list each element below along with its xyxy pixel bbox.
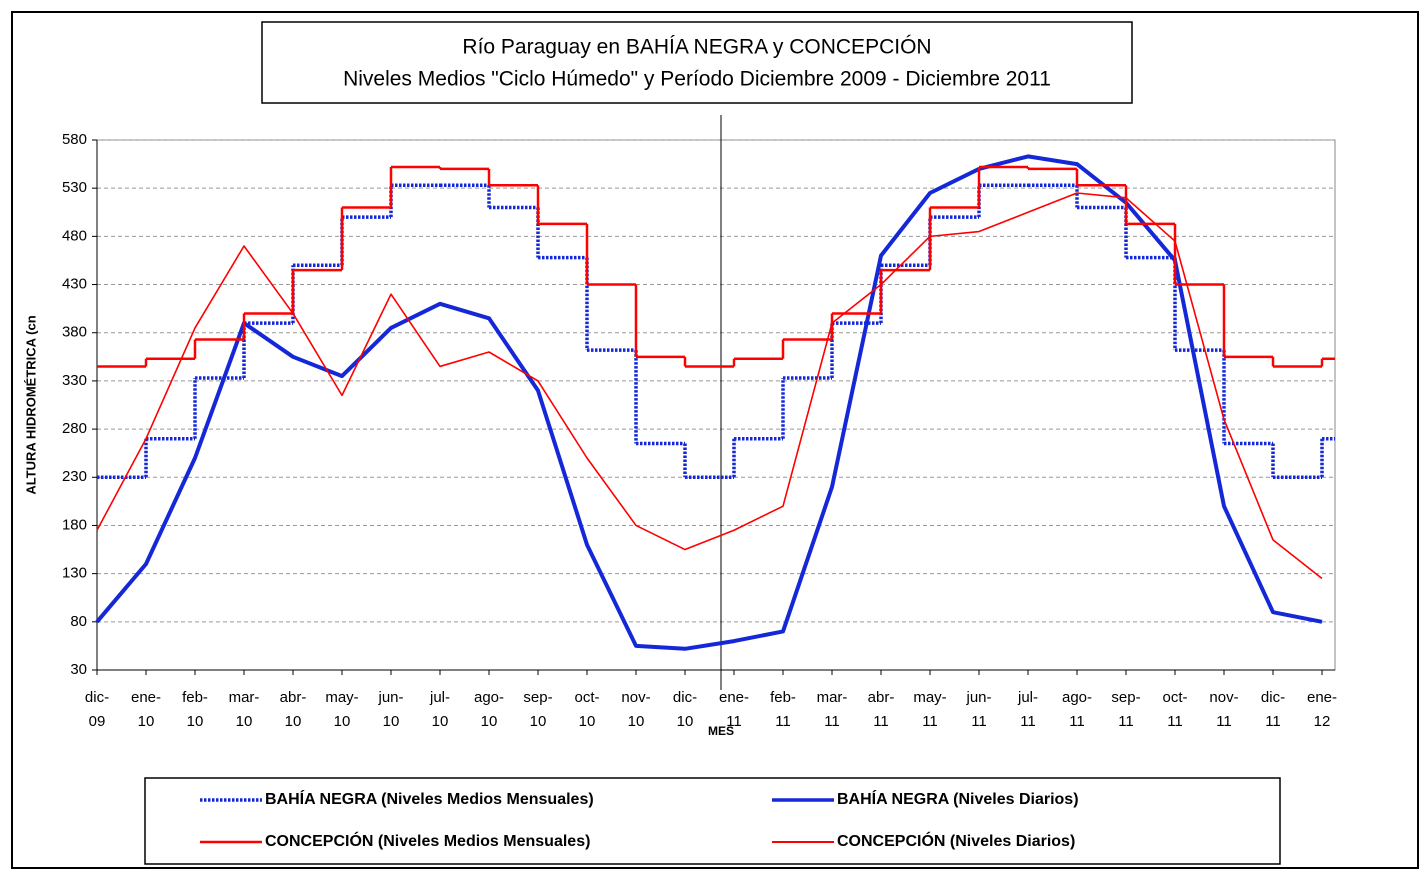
- x-tick-label: dic-11: [1261, 689, 1285, 730]
- legend-box: [144, 777, 1281, 865]
- x-tick-label: mar-10: [229, 689, 260, 730]
- y-tick-label: 430: [62, 276, 87, 293]
- y-tick-label: 130: [62, 565, 87, 582]
- x-tick-label: nov-11: [1209, 689, 1238, 730]
- x-tick-label: may-10: [325, 689, 358, 730]
- x-tick-label: mar-11: [817, 689, 848, 730]
- x-tick-label: ene-10: [131, 689, 161, 730]
- y-tick-label: 380: [62, 324, 87, 341]
- x-tick-label: ene-12: [1307, 689, 1337, 730]
- x-tick-label: sep-11: [1111, 689, 1140, 730]
- x-tick-label: jun-11: [965, 689, 991, 730]
- x-tick-label: oct-10: [574, 689, 599, 730]
- x-tick-label: feb-11: [770, 689, 796, 730]
- x-tick-label: ago-10: [474, 689, 504, 730]
- legend-label: BAHÍA NEGRA (Niveles Diarios): [837, 789, 1079, 808]
- x-tick-label: dic-10: [673, 689, 697, 730]
- legend-label: CONCEPCIÓN (Niveles Diarios): [837, 831, 1075, 850]
- x-tick-label: dic-09: [85, 689, 109, 730]
- y-tick-label: 230: [62, 468, 87, 485]
- frame: [11, 11, 1419, 869]
- title-box: [261, 21, 1133, 104]
- y-tick-label: 580: [62, 131, 87, 148]
- x-tick-label: jul-10: [429, 689, 450, 730]
- x-tick-label: jun-10: [377, 689, 403, 730]
- legend-label: CONCEPCIÓN (Niveles Medios Mensuales): [265, 831, 590, 850]
- x-tick-label: abr-11: [868, 689, 895, 730]
- daily-line: [95, 154, 1323, 651]
- x-tick-label: ago-11: [1062, 689, 1092, 730]
- y-tick-label: 330: [62, 372, 87, 389]
- x-tick-label: may-11: [913, 689, 946, 730]
- y-tick-label: 530: [62, 179, 87, 196]
- chart-subtitle: Niveles Medios "Ciclo Húmedo" y Período …: [343, 68, 1051, 91]
- x-tick-label: oct-11: [1162, 689, 1187, 730]
- y-tick-label: 80: [70, 613, 87, 630]
- x-tick-label: abr-10: [280, 689, 307, 730]
- y-tick-label: 180: [62, 516, 87, 533]
- x-tick-label: nov-10: [621, 689, 650, 730]
- y-tick-label: 30: [70, 661, 87, 678]
- x-tick-label: feb-10: [182, 689, 208, 730]
- x-axis-label: MES: [708, 724, 734, 738]
- x-tick-label: jul-11: [1017, 689, 1038, 730]
- x-tick-label: ene-11: [719, 689, 749, 730]
- chart-title: Río Paraguay en BAHÍA NEGRA y CONCEPCIÓN: [462, 36, 931, 59]
- x-tick-label: sep-10: [523, 689, 552, 730]
- y-tick-label: 280: [62, 420, 87, 437]
- daily-line: [96, 192, 1323, 580]
- y-tick-label: 480: [62, 227, 87, 244]
- y-axis-label: ALTURA HIDROMÉTRICA (cn: [23, 315, 38, 494]
- legend-label: BAHÍA NEGRA (Niveles Medios Mensuales): [265, 789, 594, 808]
